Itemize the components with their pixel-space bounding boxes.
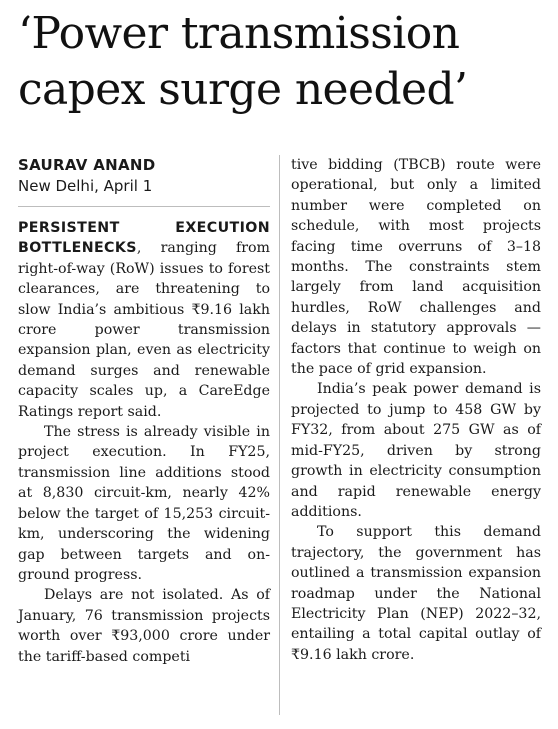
paragraph: To support this demand trajectory, the g… <box>291 524 541 663</box>
article-column-2: tive bidding (TBCB) route were operation… <box>291 155 541 665</box>
column-divider <box>279 155 280 715</box>
byline-divider <box>18 206 270 207</box>
paragraph: The stress is already visible in project… <box>18 424 270 583</box>
paragraph: PERSISTENT EXECUTION BOTTLENECKS, rangin… <box>18 218 270 422</box>
dateline: New Delhi, April 1 <box>18 177 153 195</box>
lead-in: PERSISTENT EXECUTION BOTTLENECKS <box>18 220 270 257</box>
paragraph-text: , ranging from right-of-way (RoW) issues… <box>18 240 270 420</box>
headline: ‘Power transmission capex surge needed’ <box>18 8 468 115</box>
author-name: SAURAV ANAND <box>18 156 156 174</box>
paragraph: India’s peak power demand is projected t… <box>291 381 541 520</box>
byline: SAURAV ANAND New Delhi, April 1 <box>18 155 270 197</box>
paragraph: Delays are not isolated. As of January, … <box>18 587 270 665</box>
paragraph: tive bidding (TBCB) route were operation… <box>291 157 541 378</box>
article-column-1: PERSISTENT EXECUTION BOTTLENECKS, rangin… <box>18 218 270 667</box>
